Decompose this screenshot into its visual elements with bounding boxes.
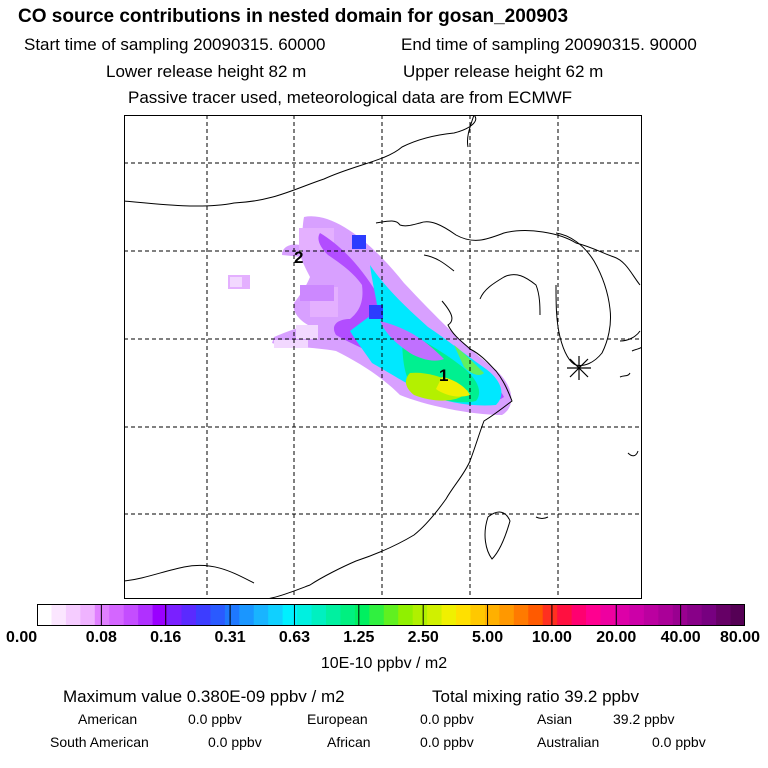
color-scale-cell [499, 604, 515, 626]
region-name: Australian [537, 734, 600, 750]
color-scale-cell [383, 604, 399, 626]
region-value: 0.0 ppbv [420, 734, 474, 750]
region-value: 0.0 ppbv [188, 711, 242, 727]
color-scale-cell [311, 604, 327, 626]
color-scale-tick-label: 1.25 [343, 629, 375, 646]
region-name: American [78, 711, 138, 727]
start-time-label: Start time of sampling 20090315. 60000 [24, 35, 326, 54]
total-mixing-ratio: Total mixing ratio 39.2 ppbv [432, 687, 639, 706]
color-scale-cell [65, 604, 81, 626]
color-scale-cell [412, 604, 428, 626]
color-scale-cell [354, 604, 370, 626]
color-scale-tick-label: 20.00 [596, 629, 637, 646]
color-scale-cell [282, 604, 298, 626]
color-scale-tick-label: 80.00 [719, 629, 760, 646]
color-scale-cell [398, 604, 414, 626]
color-scale-cell [687, 604, 703, 626]
color-scale-cell [297, 604, 313, 626]
color-scale-tick-label: 0.16 [150, 629, 182, 646]
color-scale-cell [369, 604, 385, 626]
color-scale-cell [239, 604, 255, 626]
map-label-2: 2 [294, 248, 303, 267]
color-scale-cell [51, 604, 67, 626]
region-value: 39.2 ppbv [613, 711, 675, 727]
color-scale-tick-label: 2.50 [407, 629, 439, 646]
color-scale-cell [629, 604, 645, 626]
color-scale-cell [80, 604, 96, 626]
color-scale-cell [167, 604, 183, 626]
map-panel: 2 1 [124, 115, 642, 599]
color-scale-cell [456, 604, 472, 626]
end-time-label: End time of sampling 20090315. 90000 [401, 35, 697, 54]
color-scale-cell [716, 604, 732, 626]
color-scale-cell [730, 604, 745, 626]
color-scale-cell [557, 604, 573, 626]
region-name: African [327, 734, 371, 750]
region-value: 0.0 ppbv [420, 711, 474, 727]
color-scale-bar [37, 604, 745, 626]
color-scale-cell [268, 604, 284, 626]
color-scale-frame [37, 604, 745, 626]
color-scale-cell [37, 604, 53, 626]
region-value: 0.0 ppbv [652, 734, 706, 750]
color-scale-cell [427, 604, 443, 626]
region-name: European [307, 711, 368, 727]
color-scale-cell [224, 604, 240, 626]
color-scale-cell [542, 604, 558, 626]
tracer-note: Passive tracer used, meteorological data… [128, 88, 573, 107]
asterisk-icon [567, 356, 591, 380]
color-scale-cell [513, 604, 529, 626]
color-scale-cell [614, 604, 631, 626]
color-scale-cell [210, 604, 226, 626]
color-scale-cell [340, 604, 356, 626]
color-scale-cell [586, 604, 602, 626]
color-scale-cell [600, 604, 616, 626]
coastlines [124, 115, 642, 599]
color-scale-cell [253, 604, 269, 626]
color-scale-tick-label: 0.31 [214, 629, 246, 646]
color-scale-cell [94, 604, 110, 626]
color-scale-cell [658, 604, 674, 626]
color-scale-tick-label: 10.00 [531, 629, 572, 646]
color-scale-cell [571, 604, 587, 626]
color-scale-cell [195, 604, 211, 626]
plot-title: CO source contributions in nested domain… [18, 6, 569, 27]
region-name: Asian [537, 711, 573, 727]
region-name: South American [50, 734, 149, 750]
color-scale-tick-label: 0.63 [278, 629, 311, 646]
color-scale-cell [152, 604, 168, 626]
color-scale-cell [181, 604, 197, 626]
color-scale-cell [441, 604, 457, 626]
color-scale-cell [470, 604, 486, 626]
color-scale-unit: 10E-10 ppbv / m2 [320, 655, 448, 672]
upper-release-label: Upper release height 62 m [403, 62, 604, 81]
color-scale-cell [325, 604, 342, 626]
color-scale-tick-label: 0.08 [85, 629, 117, 646]
color-scale-cell [484, 604, 500, 626]
grid-lines [124, 115, 642, 599]
color-scale-cell [528, 604, 544, 626]
color-scale-tick-label: 40.00 [660, 629, 701, 646]
maximum-value: Maximum value 0.380E-09 ppbv / m2 [63, 687, 345, 706]
color-scale-cell [643, 604, 659, 626]
concentration-plume [228, 216, 512, 415]
color-scale-tick-label: 5.00 [471, 629, 504, 646]
map-label-1: 1 [439, 366, 448, 385]
region-value: 0.0 ppbv [208, 734, 262, 750]
color-scale-tick-label: 0.00 [6, 629, 38, 646]
lower-release-label: Lower release height 82 m [106, 62, 307, 81]
color-scale-cell [701, 604, 717, 626]
color-scale-cell [109, 604, 125, 626]
color-scale-cell [138, 604, 154, 626]
color-scale-cell [123, 604, 139, 626]
